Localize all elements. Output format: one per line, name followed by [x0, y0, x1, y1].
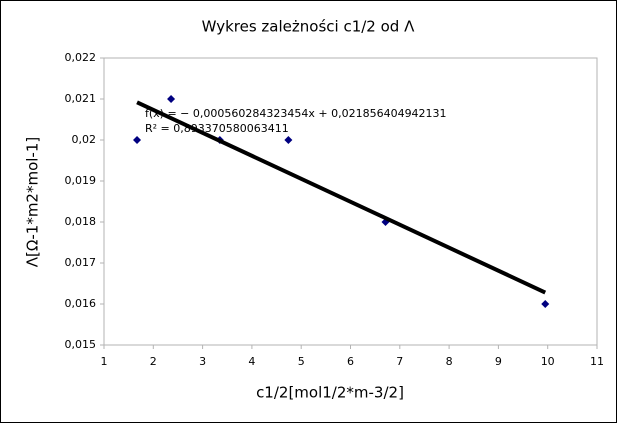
x-tick-label: 3	[199, 355, 206, 368]
y-tick-label: 0,021	[65, 92, 97, 105]
x-tick-label: 10	[541, 355, 555, 368]
trendline-annotation: f(x) = − 0,000560284323454x + 0,02185640…	[145, 107, 447, 120]
point	[284, 136, 293, 144]
x-tick-label: 5	[298, 355, 305, 368]
x-tick-label: 9	[495, 355, 502, 368]
chart-title: Wykres zależności c1/2 od Λ	[202, 18, 415, 36]
y-tick-label: 0,015	[65, 338, 97, 351]
y-tick-label: 0,016	[65, 297, 97, 310]
point	[167, 95, 176, 103]
y-tick-label: 0,022	[65, 51, 97, 64]
point	[133, 136, 142, 144]
y-tick-label: 0,02	[72, 133, 97, 146]
x-tick-label: 11	[590, 355, 604, 368]
y-tick-label: 0,018	[65, 215, 97, 228]
point	[541, 300, 550, 308]
y-tick-label: 0,017	[65, 256, 97, 269]
x-tick-label: 7	[396, 355, 403, 368]
x-tick-label: 6	[347, 355, 354, 368]
x-tick-label: 1	[101, 355, 108, 368]
y-tick-label: 0,019	[65, 174, 97, 187]
trendline	[136, 100, 547, 295]
x-tick-label: 8	[446, 355, 453, 368]
x-axis-label: c1/2[mol1/2*m-3/2]	[256, 384, 404, 402]
trendline-annotation: R² = 0,893370580063411	[145, 122, 289, 135]
x-tick-label: 4	[248, 355, 255, 368]
y-axis-label: Λ[Ω-1*m2*mol-1]	[24, 137, 42, 267]
x-tick-label: 2	[150, 355, 157, 368]
